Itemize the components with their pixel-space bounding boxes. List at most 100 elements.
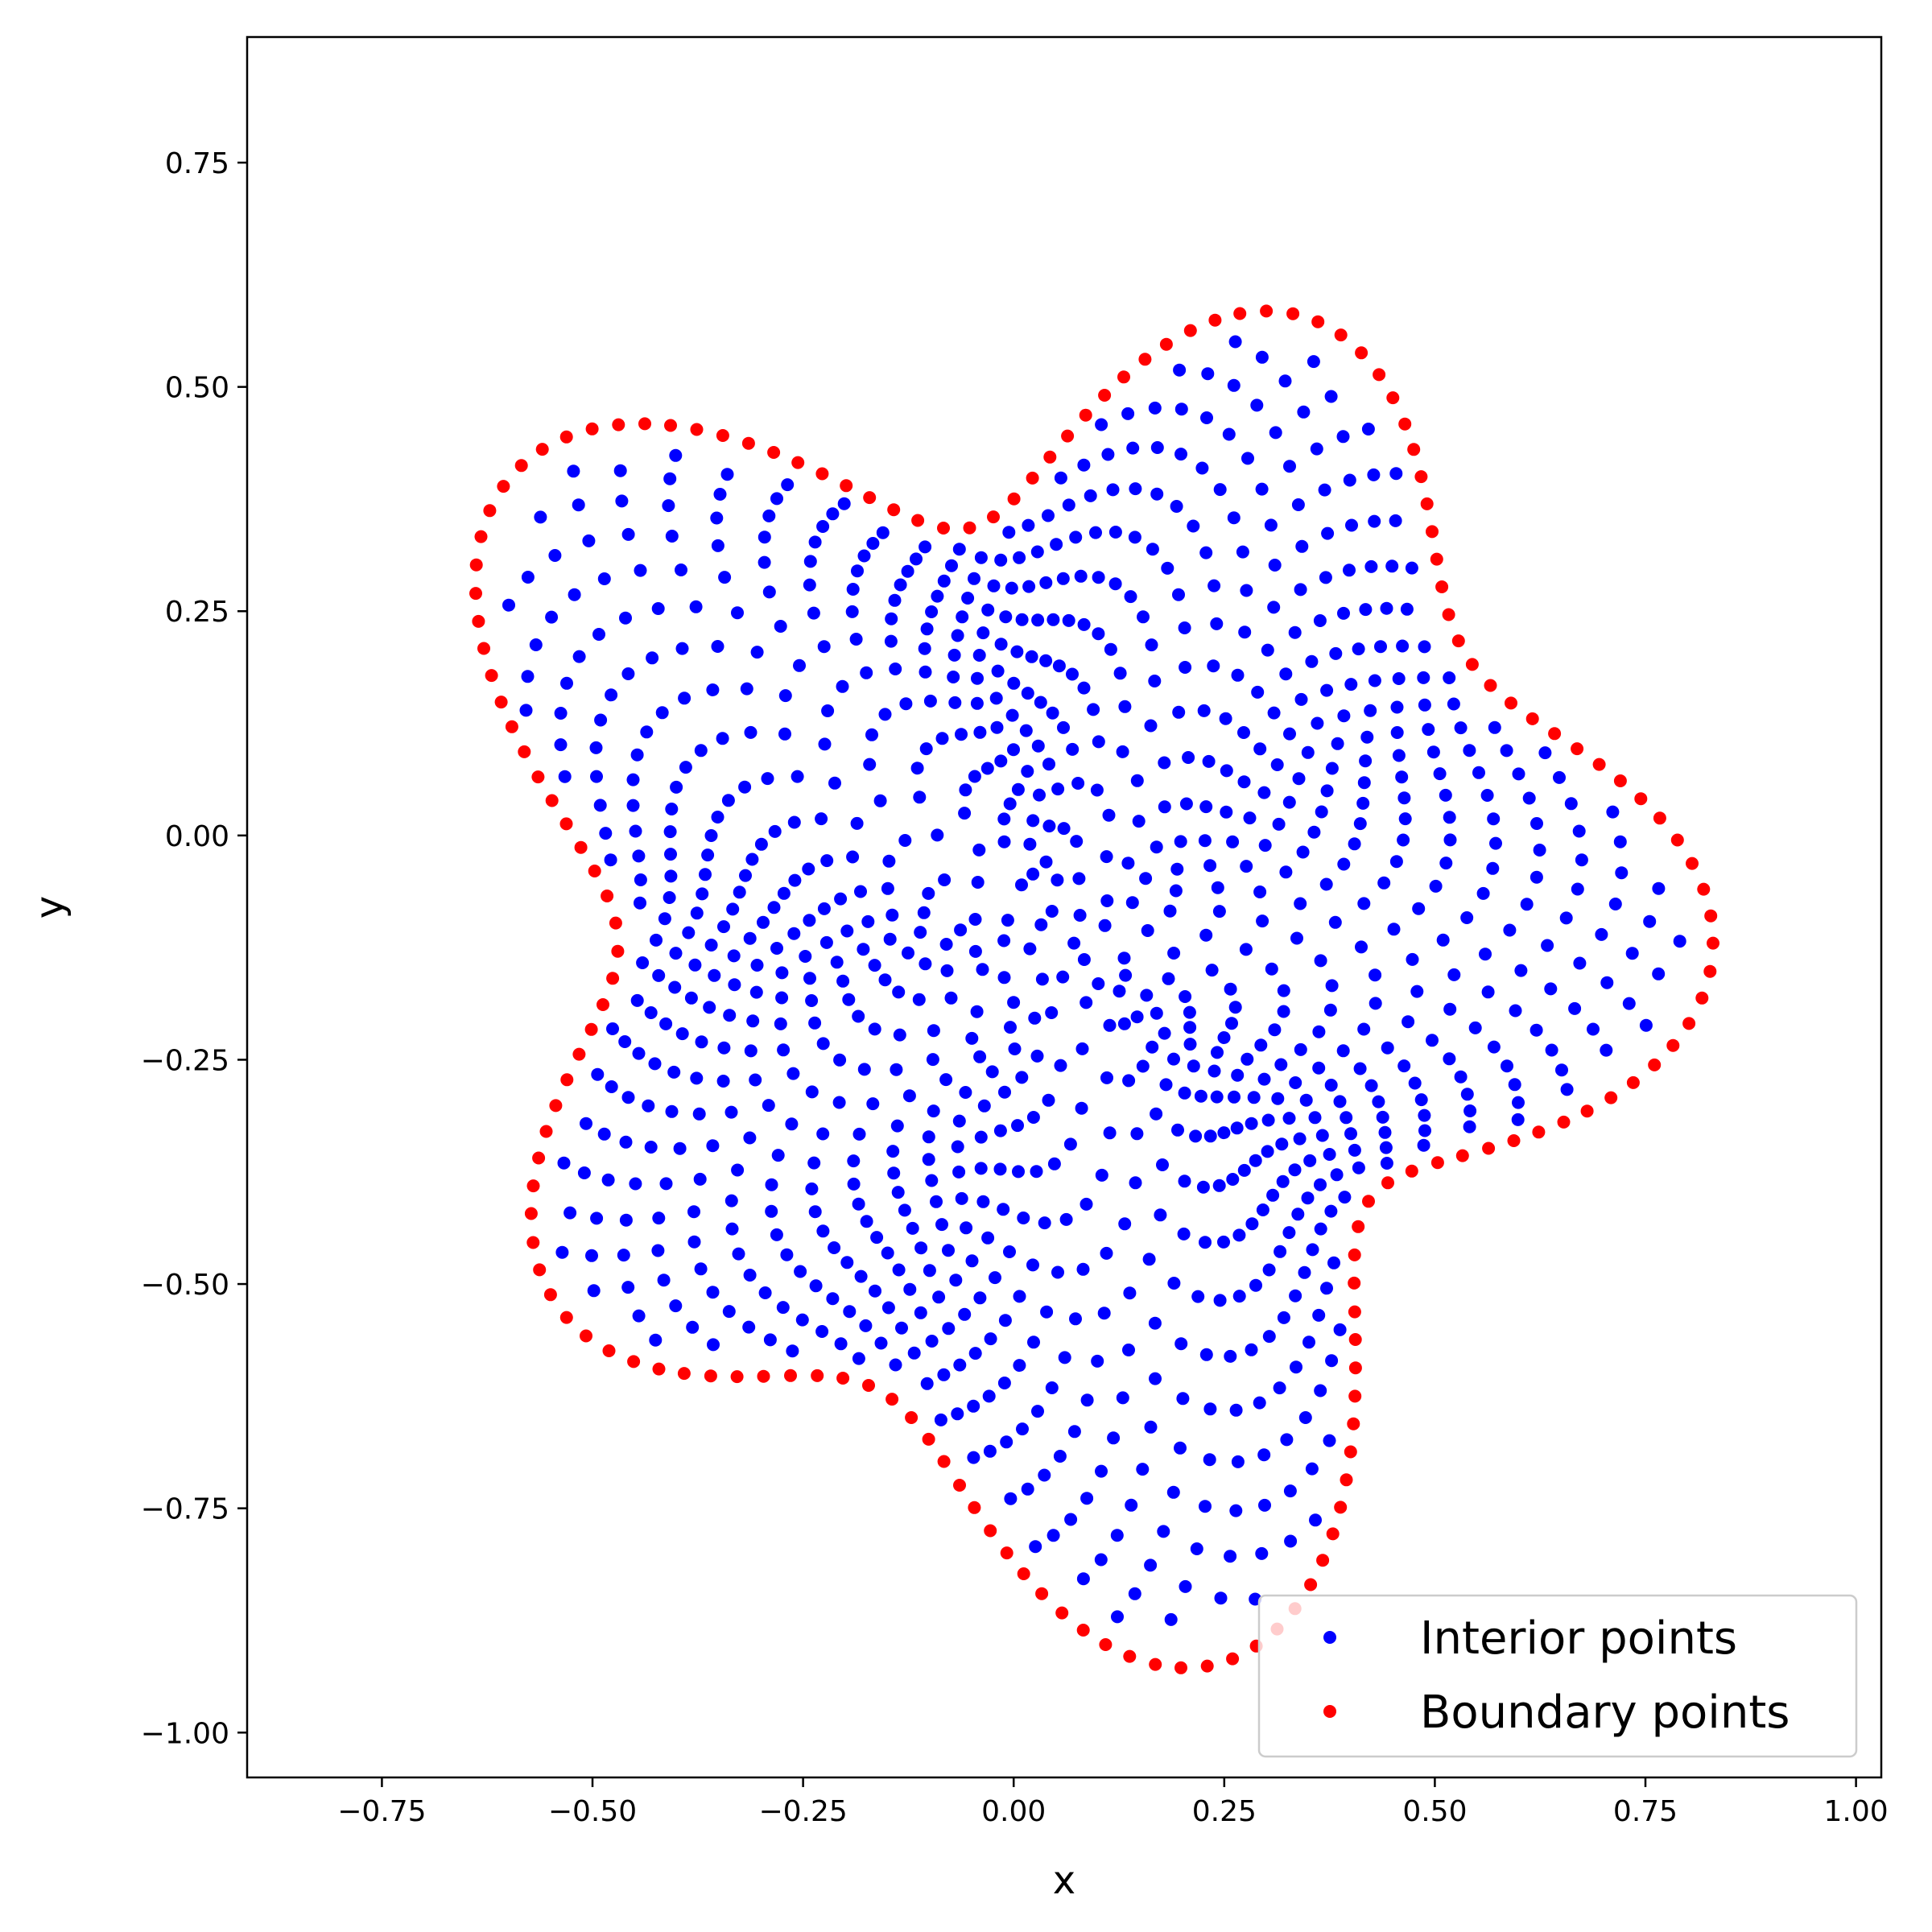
interior-point [592,628,605,641]
y-tick-label: −0.75 [141,1493,229,1526]
interior-point [1046,1529,1060,1542]
boundary-point [811,1368,824,1382]
boundary-point [580,1329,592,1343]
interior-point [1072,872,1086,886]
boundary-point [1304,1578,1318,1591]
interior-point [809,1279,823,1293]
boundary-point [1138,353,1152,366]
interior-point [711,640,724,653]
interior-point [707,1338,720,1352]
interior-point [1095,1464,1108,1478]
interior-point [973,1050,987,1063]
interior-point [837,497,851,510]
interior-point [1172,588,1185,601]
interior-point [665,803,679,815]
interior-point [997,934,1011,947]
interior-point [650,933,663,947]
interior-point [673,1141,687,1155]
interior-point [739,869,752,882]
boundary-point [1430,552,1443,566]
interior-point [634,564,647,577]
x-tick-label: 0.25 [1192,1795,1257,1828]
interior-point [1035,972,1049,986]
interior-point [1560,1083,1574,1096]
interior-point [1343,473,1356,487]
boundary-point [560,1073,574,1087]
interior-point [675,564,687,576]
interior-point [733,886,746,899]
interior-point [1324,390,1338,403]
boundary-point [1208,313,1222,327]
interior-point [1150,840,1163,854]
interior-point [1323,1003,1337,1017]
interior-point [1030,1165,1043,1179]
boundary-point [784,1368,797,1382]
interior-point [1314,954,1327,968]
interior-point [1178,621,1191,634]
boundary-point [1592,758,1606,771]
interior-point [723,1009,737,1022]
interior-point [577,1166,591,1179]
interior-point [1460,1088,1474,1101]
interior-point [1324,1079,1338,1092]
interior-point [974,1162,988,1175]
interior-point [1262,1263,1276,1277]
x-tick-label: 0.50 [1402,1795,1467,1828]
interior-point [580,1117,592,1130]
interior-point [1103,1018,1117,1032]
interior-point [1422,723,1435,737]
interior-point [1460,911,1474,924]
interior-point [1237,1163,1251,1177]
interior-point [774,620,787,633]
interior-point [694,1262,708,1276]
interior-point [1187,519,1200,533]
interior-point [1021,687,1034,700]
interior-point [860,666,873,679]
interior-point [1028,1011,1042,1025]
interior-point [669,1299,683,1313]
interior-point [1325,762,1339,775]
interior-point [1314,1222,1327,1236]
interior-point [1343,564,1356,577]
interior-point [675,642,689,655]
interior-point [1500,744,1513,758]
interior-point [1313,614,1327,627]
interior-point [886,1145,900,1158]
interior-point [920,1377,934,1390]
interior-point [854,1269,868,1283]
interior-point [1026,1111,1040,1124]
interior-point [1454,721,1468,735]
interior-point [745,852,759,866]
interior-point [1213,483,1227,497]
interior-point [1050,538,1063,551]
boundary-point [1557,1115,1571,1129]
interior-point [1541,939,1554,952]
interior-point [849,633,863,646]
interior-point [582,534,596,547]
interior-point [572,650,586,663]
interior-point [927,1024,940,1038]
interior-point [1075,1101,1088,1115]
interior-point [1283,460,1296,473]
interior-point [1261,643,1274,657]
interior-point [1200,411,1213,424]
interior-point [1274,1058,1288,1071]
interior-point [662,499,675,513]
boundary-point [1334,328,1348,342]
interior-point [1357,776,1371,790]
interior-point [902,946,914,960]
interior-point [774,1017,787,1030]
interior-point [1352,1161,1365,1174]
interior-point [1171,1123,1184,1137]
interior-point [914,1241,928,1255]
interior-point [1107,1431,1121,1445]
interior-point [981,1231,995,1245]
interior-point [1063,1137,1077,1151]
interior-point [1463,1104,1477,1117]
boundary-point [963,521,976,535]
interior-point [1158,756,1171,770]
interior-point [1333,1095,1347,1108]
interior-point [669,947,683,960]
interior-point [1045,1381,1059,1394]
boundary-point [905,1411,919,1424]
